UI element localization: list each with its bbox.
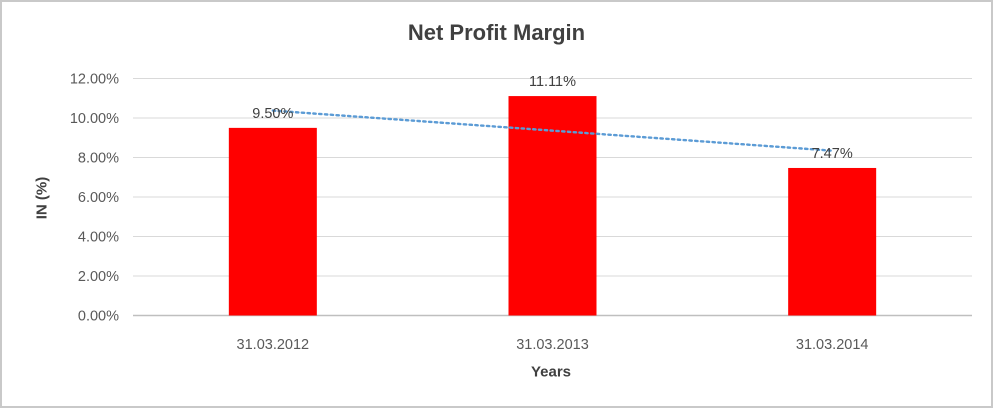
- x-axis-title: Years: [530, 363, 572, 381]
- y-axis-title: IN (%): [33, 176, 51, 220]
- x-category-label: 31.03.2013: [516, 337, 589, 353]
- x-category-label: 31.03.2014: [796, 337, 869, 353]
- y-tick-label: 6.00%: [78, 190, 119, 206]
- chart-title: Net Profit Margin: [407, 20, 586, 45]
- trendline: [271, 109, 834, 152]
- bar-31.03.2014: [788, 167, 877, 316]
- y-tick-label: 2.00%: [78, 269, 119, 285]
- bar-31.03.2012: [228, 127, 317, 316]
- y-tick-label: 10.00%: [70, 111, 119, 127]
- y-tick-label: 8.00%: [78, 151, 119, 167]
- y-tick-label: 12.00%: [70, 72, 119, 88]
- y-tick-label: 4.00%: [78, 230, 119, 246]
- y-tick-label: 0.00%: [78, 309, 119, 325]
- bar-value-label: 7.47%: [812, 146, 853, 162]
- bar-value-label: 11.11%: [529, 74, 576, 90]
- bar-value-label: 9.50%: [252, 106, 293, 122]
- x-category-label: 31.03.2012: [237, 337, 310, 353]
